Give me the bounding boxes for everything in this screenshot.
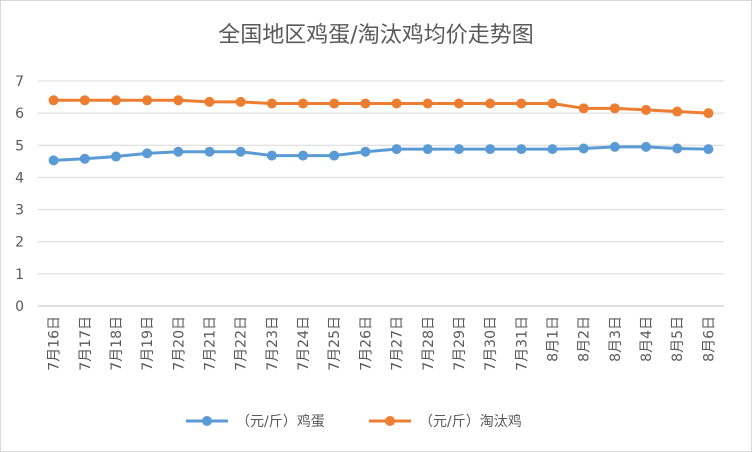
- series-point-1: [547, 98, 558, 109]
- series-point-0: [329, 150, 340, 161]
- series-point-0: [672, 143, 683, 154]
- series-point-1: [79, 95, 90, 106]
- series-point-0: [391, 144, 402, 155]
- x-tick-label: 7月21日: [203, 316, 219, 371]
- series-point-0: [142, 148, 153, 159]
- y-tick-label: 7: [15, 74, 24, 90]
- x-tick-label: 8月6日: [701, 316, 717, 362]
- series-point-0: [703, 144, 714, 155]
- y-axis-ticks: 0 1 2 3 4 5 6 7: [15, 74, 24, 315]
- x-tick-label: 7月31日: [514, 316, 530, 371]
- x-tick-label: 7月19日: [140, 316, 156, 371]
- series-point-1: [641, 104, 652, 115]
- x-tick-label: 7月25日: [327, 316, 343, 371]
- series-point-0: [235, 146, 246, 157]
- y-tick-label: 2: [15, 235, 24, 251]
- series-point-0: [422, 144, 433, 155]
- series-point-1: [453, 98, 464, 109]
- series-point-0: [298, 150, 309, 161]
- series-point-0: [79, 153, 90, 164]
- x-tick-label: 7月30日: [483, 316, 499, 371]
- series-point-0: [204, 146, 215, 157]
- x-axis-ticks: 7月16日 7月17日 7月18日 7月19日 7月20日 7月21日 7月22日 7月23日…: [47, 316, 718, 371]
- legend: （元/斤）鸡蛋 （元/斤）淘汰鸡: [186, 413, 522, 430]
- series-point-1: [235, 96, 246, 107]
- series-point-1: [329, 98, 340, 109]
- series-point-1: [578, 103, 589, 114]
- series-point-1: [422, 98, 433, 109]
- series-line-1: [52, 98, 710, 115]
- series-group: [48, 95, 714, 166]
- series-point-1: [48, 95, 59, 106]
- x-tick-label: 7月18日: [109, 316, 125, 371]
- series-point-1: [516, 98, 527, 109]
- x-tick-label: 7月26日: [358, 316, 374, 371]
- y-tick-label: 0: [15, 299, 24, 315]
- x-tick-label: 7月20日: [171, 316, 187, 371]
- y-tick-label: 6: [15, 106, 24, 122]
- legend-label-0: （元/斤）鸡蛋: [236, 413, 325, 430]
- x-tick-label: 7月17日: [78, 316, 94, 371]
- series-point-0: [516, 144, 527, 155]
- y-tick-label: 5: [15, 138, 24, 154]
- y-tick-label: 3: [15, 203, 24, 219]
- series-point-0: [173, 146, 184, 157]
- x-tick-label: 8月1日: [546, 316, 562, 362]
- x-tick-label: 7月22日: [234, 316, 250, 371]
- x-tick-label: 7月28日: [421, 316, 437, 371]
- series-point-0: [578, 143, 589, 154]
- series-point-0: [453, 144, 464, 155]
- x-tick-label: 7月23日: [265, 316, 281, 371]
- series-point-1: [298, 98, 309, 109]
- series-point-0: [360, 146, 371, 157]
- legend-marker-1: [385, 416, 395, 426]
- series-point-0: [609, 141, 620, 152]
- series-point-1: [142, 95, 153, 106]
- series-line-0: [52, 145, 710, 162]
- series-point-0: [485, 144, 496, 155]
- series-point-1: [266, 98, 277, 109]
- series-point-1: [204, 96, 215, 107]
- gridlines: [38, 80, 724, 307]
- chart-title: 全国地区鸡蛋/淘汰鸡均价走势图: [218, 23, 533, 48]
- series-point-0: [110, 151, 121, 162]
- series-point-1: [609, 103, 620, 114]
- x-tick-label: 8月4日: [639, 316, 655, 362]
- series-point-0: [641, 141, 652, 152]
- series-point-1: [391, 98, 402, 109]
- series-point-1: [173, 95, 184, 106]
- x-tick-label: 7月24日: [296, 316, 312, 371]
- x-tick-label: 8月5日: [670, 316, 686, 362]
- series-point-1: [485, 98, 496, 109]
- series-point-0: [547, 144, 558, 155]
- x-tick-label: 8月3日: [608, 316, 624, 362]
- series-point-1: [110, 95, 121, 106]
- series-point-1: [672, 106, 683, 117]
- x-tick-label: 8月2日: [577, 316, 593, 362]
- x-tick-label: 7月29日: [452, 316, 468, 371]
- y-tick-label: 4: [15, 170, 24, 186]
- series-point-0: [266, 150, 277, 161]
- y-tick-label: 1: [15, 267, 24, 283]
- series-point-1: [360, 98, 371, 109]
- x-tick-label: 7月27日: [390, 316, 406, 371]
- series-point-1: [703, 108, 714, 119]
- legend-label-1: （元/斤）淘汰鸡: [419, 413, 522, 430]
- x-tick-label: 7月16日: [47, 316, 63, 371]
- series-point-0: [48, 155, 59, 166]
- legend-marker-0: [202, 416, 212, 426]
